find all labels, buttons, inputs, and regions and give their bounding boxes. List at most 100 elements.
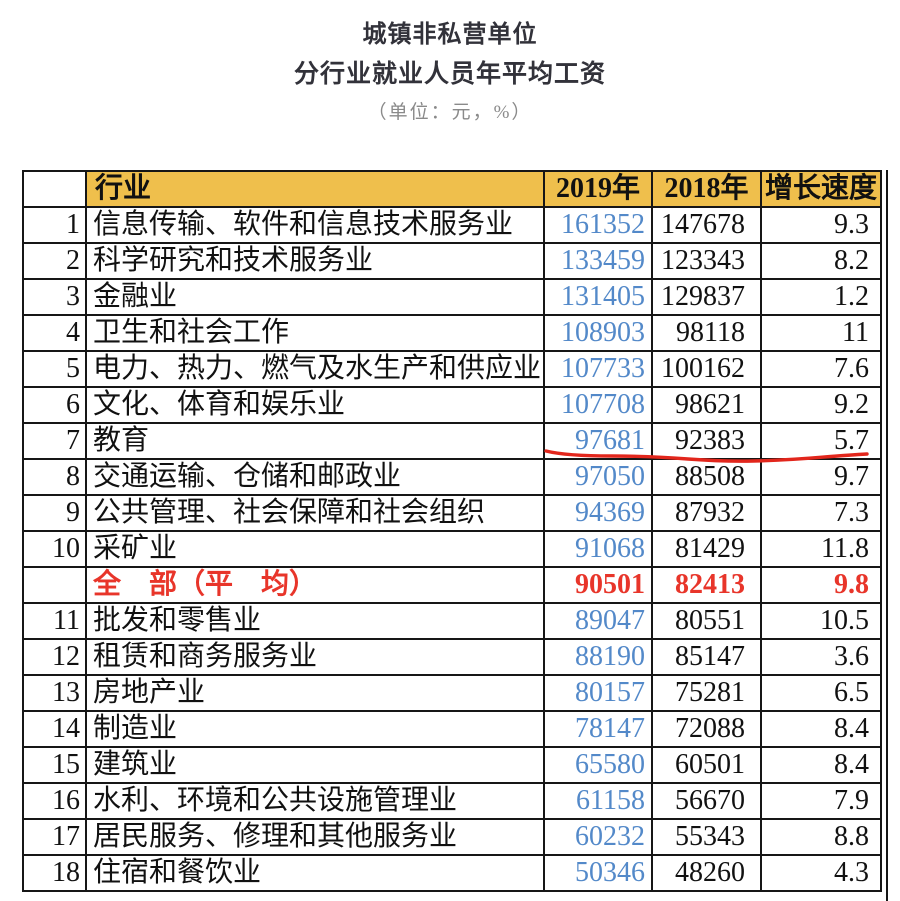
industry-cell: 金融业: [85, 278, 545, 316]
growth-rate-cell: 10.5: [760, 602, 882, 640]
wage-2019-cell: 50346: [543, 854, 653, 892]
table-row: 全 部（平 均） 90501 82413 9.8: [22, 566, 882, 604]
growth-rate-cell: 7.3: [760, 494, 882, 532]
wage-2018-cell: 55343: [651, 818, 762, 856]
industry-cell: 教育: [85, 422, 545, 460]
industry-cell: 电力、热力、燃气及水生产和供应业: [85, 350, 545, 388]
rank-cell: 17: [22, 818, 87, 856]
table-row: 14 制造业 78147 72088 8.4: [22, 710, 882, 748]
industry-cell: 全 部（平 均）: [85, 566, 545, 604]
table-body: 1 信息传输、软件和信息技术服务业 161352 147678 9.3 2 科学…: [22, 206, 882, 892]
wage-2019-cell: 78147: [543, 710, 653, 748]
industry-cell: 公共管理、社会保障和社会组织: [85, 494, 545, 532]
rank-cell: 14: [22, 710, 87, 748]
wage-2018-cell: 98118: [651, 314, 762, 352]
rank-cell: 8: [22, 458, 87, 496]
rank-cell: 18: [22, 854, 87, 892]
wage-2018-cell: 88508: [651, 458, 762, 496]
table-row: 9 公共管理、社会保障和社会组织 94369 87932 7.3: [22, 494, 882, 532]
table-row: 7 教育 97681 92383 5.7: [22, 422, 882, 460]
page-title: 城镇非私营单位: [362, 22, 538, 48]
wage-2018-cell: 92383: [651, 422, 762, 460]
wage-2018-cell: 56670: [651, 782, 762, 820]
wage-2018-cell: 123343: [651, 242, 762, 280]
table-row: 3 金融业 131405 129837 1.2: [22, 278, 882, 316]
wage-2018-cell: 129837: [651, 278, 762, 316]
wage-2019-cell: 107733: [543, 350, 653, 388]
table-row: 11 批发和零售业 89047 80551 10.5: [22, 602, 882, 640]
table-row: 2 科学研究和技术服务业 133459 123343 8.2: [22, 242, 882, 280]
table-row: 6 文化、体育和娱乐业 107708 98621 9.2: [22, 386, 882, 424]
page-subtitle: 分行业就业人员年平均工资: [293, 61, 606, 88]
growth-rate-cell: 11: [760, 314, 882, 352]
title-block: 城镇非私营单位 分行业就业人员年平均工资 （单位：元，%）: [0, 20, 900, 125]
growth-rate-cell: 6.5: [760, 674, 882, 712]
wage-2018-cell: 48260: [651, 854, 762, 892]
rank-cell: 4: [22, 314, 87, 352]
header-cell-2018: 2018年: [651, 170, 762, 208]
industry-cell: 采矿业: [85, 530, 545, 568]
growth-rate-cell: 7.9: [760, 782, 882, 820]
wage-2018-cell: 60501: [651, 746, 762, 784]
wage-2019-cell: 133459: [543, 242, 653, 280]
industry-cell: 卫生和社会工作: [85, 314, 545, 352]
rank-cell: 9: [22, 494, 87, 532]
industry-cell: 水利、环境和公共设施管理业: [85, 782, 545, 820]
table-row: 17 居民服务、修理和其他服务业 60232 55343 8.8: [22, 818, 882, 856]
wage-2018-cell: 72088: [651, 710, 762, 748]
wage-2019-cell: 65580: [543, 746, 653, 784]
wage-2019-cell: 60232: [543, 818, 653, 856]
header-cell-growth: 增长速度: [760, 170, 882, 208]
growth-rate-cell: 3.6: [760, 638, 882, 676]
wage-2018-cell: 82413: [651, 566, 762, 604]
industry-cell: 信息传输、软件和信息技术服务业: [85, 206, 545, 244]
header-row: 行业 2019年 2018年 增长速度: [22, 170, 882, 208]
table-row: 4 卫生和社会工作 108903 98118 11: [22, 314, 882, 352]
growth-rate-cell: 5.7: [760, 422, 882, 460]
wage-2018-cell: 80551: [651, 602, 762, 640]
wage-2019-cell: 108903: [543, 314, 653, 352]
wage-2019-cell: 80157: [543, 674, 653, 712]
table-row: 16 水利、环境和公共设施管理业 61158 56670 7.9: [22, 782, 882, 820]
wage-2019-cell: 161352: [543, 206, 653, 244]
growth-rate-cell: 8.8: [760, 818, 882, 856]
wage-2018-cell: 75281: [651, 674, 762, 712]
wage-2019-cell: 91068: [543, 530, 653, 568]
growth-rate-cell: 8.4: [760, 710, 882, 748]
wage-2019-cell: 88190: [543, 638, 653, 676]
wage-2019-cell: 61158: [543, 782, 653, 820]
wage-2019-cell: 89047: [543, 602, 653, 640]
growth-rate-cell: 9.2: [760, 386, 882, 424]
table-row: 1 信息传输、软件和信息技术服务业 161352 147678 9.3: [22, 206, 882, 244]
rank-cell: 6: [22, 386, 87, 424]
wage-2019-cell: 131405: [543, 278, 653, 316]
industry-cell: 科学研究和技术服务业: [85, 242, 545, 280]
growth-rate-cell: 8.2: [760, 242, 882, 280]
rank-cell: 5: [22, 350, 87, 388]
rank-cell: [22, 566, 87, 604]
wage-2018-cell: 81429: [651, 530, 762, 568]
rank-cell: 13: [22, 674, 87, 712]
industry-cell: 建筑业: [85, 746, 545, 784]
header-cell-rank: [22, 170, 87, 208]
rank-cell: 1: [22, 206, 87, 244]
industry-cell: 房地产业: [85, 674, 545, 712]
industry-cell: 文化、体育和娱乐业: [85, 386, 545, 424]
rank-cell: 12: [22, 638, 87, 676]
rank-cell: 16: [22, 782, 87, 820]
industry-cell: 制造业: [85, 710, 545, 748]
industry-cell: 住宿和餐饮业: [85, 854, 545, 892]
wage-2018-cell: 87932: [651, 494, 762, 532]
rank-cell: 3: [22, 278, 87, 316]
table-row: 18 住宿和餐饮业 50346 48260 4.3: [22, 854, 882, 892]
growth-rate-cell: 9.7: [760, 458, 882, 496]
wage-table: 行业 2019年 2018年 增长速度 1 信息传输、软件和信息技术服务业 16…: [22, 170, 882, 892]
table-row: 8 交通运输、仓储和邮政业 97050 88508 9.7: [22, 458, 882, 496]
header-cell-2019: 2019年: [543, 170, 653, 208]
growth-rate-cell: 9.8: [760, 566, 882, 604]
unit-note: （单位：元，%）: [367, 102, 533, 123]
rank-cell: 11: [22, 602, 87, 640]
industry-cell: 居民服务、修理和其他服务业: [85, 818, 545, 856]
table-row: 5 电力、热力、燃气及水生产和供应业 107733 100162 7.6: [22, 350, 882, 388]
